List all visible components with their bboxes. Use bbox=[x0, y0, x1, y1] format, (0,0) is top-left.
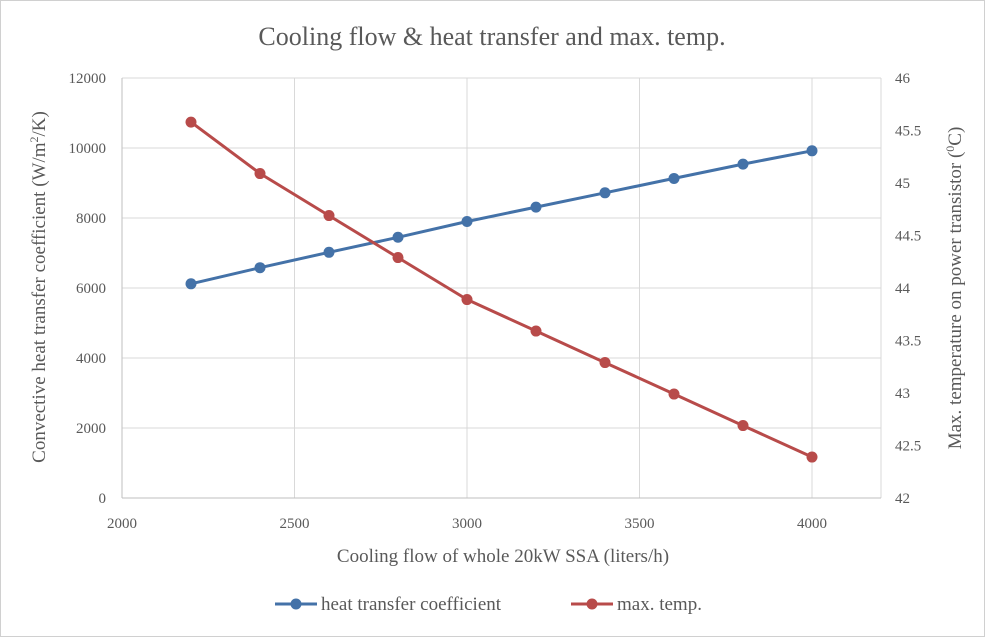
y-axis-title-superscript: 2 bbox=[27, 136, 41, 142]
data-point-heat-transfer-coefficient bbox=[461, 216, 473, 227]
y2-tick-label: 44.5 bbox=[895, 229, 921, 245]
y-tick-label: 0 bbox=[99, 491, 107, 507]
y-tick-label: 8000 bbox=[76, 211, 106, 227]
data-point-max-temp bbox=[668, 388, 680, 400]
x-tick-label: 3000 bbox=[452, 516, 482, 532]
legend-marker-dot-max-temp bbox=[586, 598, 598, 610]
y2-tick-label: 45.5 bbox=[895, 124, 921, 140]
x-tick-label: 2000 bbox=[107, 516, 137, 532]
legend-label-heat-transfer: heat transfer coefficient bbox=[321, 594, 502, 615]
y-axis-title-end: /K) bbox=[29, 111, 50, 136]
series-layer bbox=[185, 116, 818, 463]
y-tick-label: 10000 bbox=[69, 141, 107, 157]
x-tick-label: 4000 bbox=[797, 516, 827, 532]
y-axis-title-main: Convective heat transfer coefficient (W/… bbox=[29, 142, 50, 463]
data-point-heat-transfer-coefficient bbox=[599, 187, 611, 199]
data-point-heat-transfer-coefficient bbox=[737, 158, 749, 170]
y2-axis-title-end: C) bbox=[945, 127, 966, 146]
y2-tick-label: 44 bbox=[895, 281, 911, 297]
data-point-max-temp bbox=[737, 420, 749, 432]
y2-tick-label: 42 bbox=[895, 491, 910, 507]
y-tick-label: 6000 bbox=[76, 281, 106, 297]
data-point-heat-transfer-coefficient bbox=[323, 246, 335, 258]
x-tick-label: 3500 bbox=[625, 516, 655, 532]
series-line-heat-transfer-coefficient bbox=[190, 149, 813, 286]
data-point-max-temp bbox=[806, 451, 818, 463]
data-point-heat-transfer-coefficient bbox=[185, 278, 197, 290]
y-tick-label: 4000 bbox=[76, 351, 106, 367]
gridlines bbox=[122, 77, 882, 498]
data-point-max-temp bbox=[254, 168, 266, 180]
data-point-max-temp bbox=[323, 210, 335, 222]
y2-axis-title-superscript: 0 bbox=[943, 146, 957, 152]
data-point-heat-transfer-coefficient bbox=[254, 262, 266, 274]
legend-label-max-temp: max. temp. bbox=[617, 594, 702, 615]
x-tick-label: 2500 bbox=[280, 516, 310, 532]
data-point-max-temp bbox=[599, 357, 611, 369]
data-point-heat-transfer-coefficient bbox=[392, 231, 404, 243]
data-point-max-temp bbox=[461, 294, 473, 306]
y-tick-label: 12000 bbox=[69, 71, 107, 87]
y-axis-title: Convective heat transfer coefficient (W/… bbox=[27, 111, 50, 463]
series-line-max-temp bbox=[190, 120, 813, 459]
chart-title: Cooling flow & heat transfer and max. te… bbox=[258, 22, 725, 51]
y2-tick-label: 45 bbox=[895, 176, 910, 192]
legend-marker-dot-heat-transfer bbox=[290, 598, 302, 610]
legend: heat transfer coefficient max. temp. bbox=[275, 594, 702, 615]
y2-axis-title-main: Max. temperature on power transistor ( bbox=[945, 152, 966, 450]
y2-tick-label: 43 bbox=[895, 386, 910, 402]
y2-tick-label: 42.5 bbox=[895, 439, 921, 455]
data-point-max-temp bbox=[185, 116, 197, 128]
y-tick-label: 2000 bbox=[76, 421, 106, 437]
y2-tick-label: 46 bbox=[895, 71, 911, 87]
y2-axis-title: Max. temperature on power transistor (0C… bbox=[943, 127, 966, 450]
data-point-max-temp bbox=[530, 325, 542, 337]
legend-item-heat-transfer: heat transfer coefficient bbox=[275, 594, 502, 615]
data-point-max-temp bbox=[392, 252, 404, 264]
data-point-heat-transfer-coefficient bbox=[530, 201, 542, 213]
x-axis-title: Cooling flow of whole 20kW SSA (liters/h… bbox=[337, 546, 669, 567]
data-point-heat-transfer-coefficient bbox=[806, 145, 818, 157]
data-point-heat-transfer-coefficient bbox=[668, 172, 680, 184]
legend-item-max-temp: max. temp. bbox=[571, 594, 702, 615]
y2-tick-label: 43.5 bbox=[895, 334, 921, 350]
